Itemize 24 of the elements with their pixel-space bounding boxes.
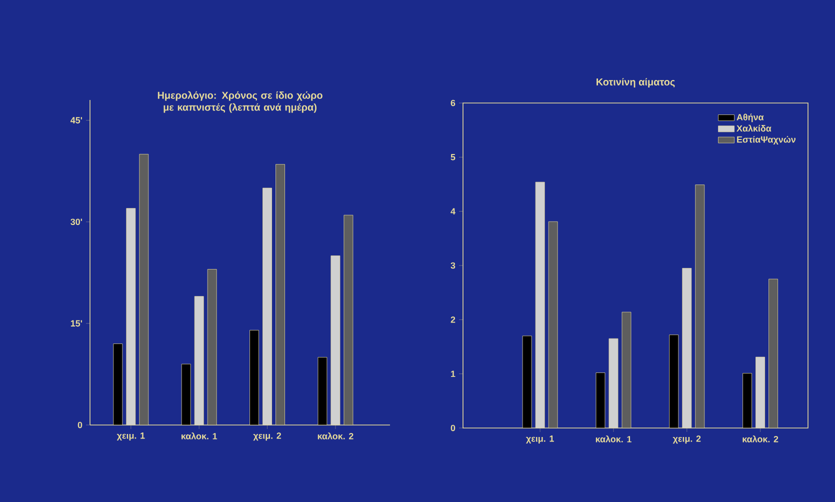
legend-label: Αθήνα xyxy=(736,114,764,122)
legend-label: Χαλκίδα xyxy=(736,124,772,132)
x-tick-label: χειμ. 2 xyxy=(672,436,701,444)
chart-title: Ημερολόγιο: Χρόνος σε ίδιο χώρο με καπνιστές (λεπτά ανά ημέρα) xyxy=(158,91,322,113)
x-tick-label: χειμ. 1 xyxy=(116,432,145,441)
y-tick-label: 15' xyxy=(70,320,82,327)
y-tick-label: 4 xyxy=(450,208,456,214)
y-tick-label: 0 xyxy=(78,422,82,428)
x-tick-label: καλοκ. 2 xyxy=(318,432,354,440)
x-tick-label: χειμ. 1 xyxy=(526,436,554,444)
y-tick-label: 6 xyxy=(450,100,456,106)
x-tick-label: χειμ. 2 xyxy=(253,432,282,441)
y-tick-label: 30' xyxy=(70,218,82,226)
chart-title: Κοτινίνη αίματος xyxy=(596,78,675,88)
y-tick-label: 0 xyxy=(450,424,456,432)
y-tick-label: 5 xyxy=(450,154,456,160)
x-tick-label: καλοκ. 2 xyxy=(742,436,778,442)
x-tick-label: καλοκ. 1 xyxy=(596,436,632,442)
legend-label: ΕστίαΨαχνών xyxy=(737,136,796,144)
y-tick-label: 2 xyxy=(450,316,456,323)
y-tick-label: 1 xyxy=(451,370,456,377)
y-tick-label: 3 xyxy=(450,262,456,269)
y-tick-label: 45' xyxy=(70,117,82,124)
x-tick-label: καλοκ. 1 xyxy=(182,432,218,440)
